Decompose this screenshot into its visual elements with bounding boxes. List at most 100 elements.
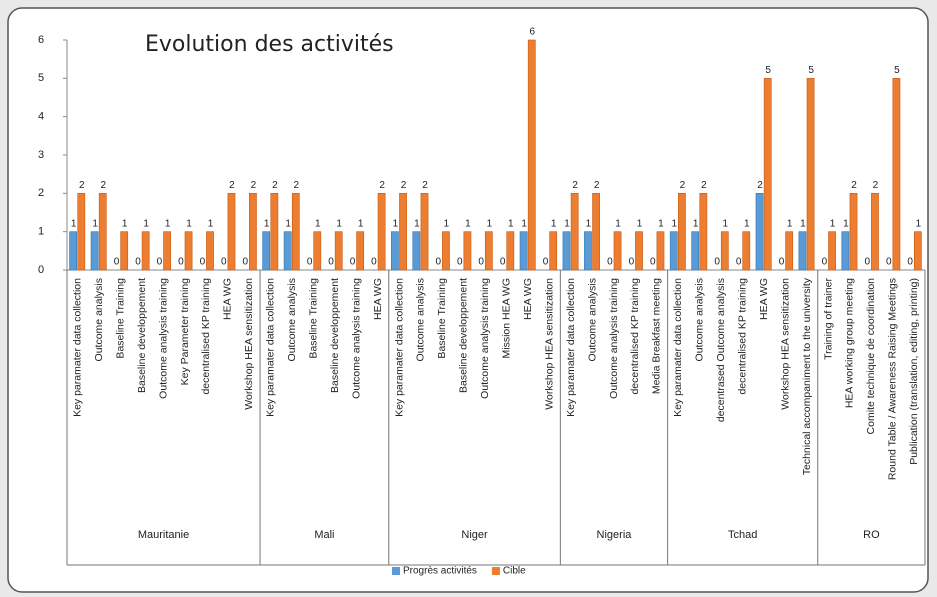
data-label: 0 — [457, 257, 463, 268]
group-label: Tchad — [728, 529, 757, 541]
data-label: 1 — [521, 218, 527, 229]
bar — [184, 231, 193, 271]
bar — [798, 231, 807, 271]
data-label: 0 — [865, 257, 871, 268]
bar — [913, 231, 922, 271]
data-label: 1 — [285, 218, 291, 229]
bar — [635, 231, 643, 271]
x-tick-label: Publication (translation, editing, print… — [908, 278, 920, 465]
data-label: 2 — [379, 180, 385, 191]
bar — [656, 231, 665, 271]
data-label: 0 — [371, 257, 377, 268]
group-label: Mali — [314, 529, 334, 541]
bar — [570, 193, 579, 271]
data-label: 0 — [114, 257, 120, 268]
bar — [519, 231, 528, 271]
x-tick-label: decentrased Outcome analysis — [715, 278, 727, 422]
bar — [691, 231, 700, 271]
data-label: 1 — [465, 218, 471, 229]
bar — [562, 231, 571, 271]
bar — [163, 231, 171, 271]
bar — [828, 231, 836, 271]
x-tick-label: Baseline Training — [114, 278, 126, 359]
data-label: 1 — [508, 218, 514, 229]
bar — [442, 231, 450, 271]
data-label: 1 — [186, 218, 192, 229]
data-label: 2 — [251, 180, 257, 191]
bar — [334, 231, 343, 271]
x-tick-label: Round Table / Awareness Raising Meetings — [887, 278, 899, 480]
y-tick-label: 5 — [38, 72, 44, 84]
data-label: 1 — [564, 218, 570, 229]
data-label: 1 — [637, 218, 643, 229]
bar — [484, 231, 493, 271]
data-label: 1 — [414, 218, 420, 229]
x-tick-label: Outcome analysis — [415, 278, 427, 361]
data-label: 0 — [221, 257, 227, 268]
data-label: 1 — [315, 218, 321, 229]
data-label: 1 — [843, 218, 849, 229]
bar — [669, 231, 678, 271]
x-tick-label: Key Parameter training — [179, 278, 191, 386]
y-tick-label: 1 — [38, 226, 44, 238]
group-label: Mauritanie — [138, 529, 189, 541]
x-tick-label: Baseline Training — [307, 278, 319, 359]
x-tick-label: Key paramater data collection — [565, 278, 577, 417]
data-label: 1 — [787, 218, 793, 229]
data-label: 1 — [723, 218, 729, 229]
bar — [69, 231, 78, 271]
data-label: 2 — [79, 180, 85, 191]
bar — [412, 231, 421, 271]
x-tick-label: Key paramater data collection — [672, 278, 684, 417]
bar — [90, 231, 99, 271]
data-label: 0 — [328, 257, 334, 268]
data-label: 2 — [294, 180, 300, 191]
data-label: 1 — [208, 218, 214, 229]
bar — [678, 193, 686, 271]
bar — [463, 231, 472, 271]
data-label: 0 — [157, 257, 163, 268]
data-label: 1 — [658, 218, 664, 229]
data-label: 0 — [242, 257, 248, 268]
data-label: 0 — [822, 257, 828, 268]
bar — [141, 231, 150, 271]
data-label: 2 — [100, 180, 106, 191]
y-tick-label: 3 — [38, 149, 44, 161]
y-tick-label: 6 — [38, 34, 44, 46]
y-tick-label: 0 — [38, 264, 44, 276]
data-label: 1 — [444, 218, 450, 229]
bar — [291, 193, 300, 271]
data-label: 1 — [551, 218, 557, 229]
bar — [262, 231, 271, 271]
data-label: 2 — [401, 180, 407, 191]
data-label: 0 — [629, 257, 635, 268]
data-label: 0 — [500, 257, 506, 268]
x-tick-label: Key paramater data collection — [72, 278, 84, 417]
bar — [420, 193, 429, 271]
x-tick-label: Training of trainer — [822, 278, 834, 360]
data-label: 2 — [680, 180, 686, 191]
bar — [849, 193, 858, 271]
data-label: 1 — [165, 218, 171, 229]
data-label: 0 — [200, 257, 206, 268]
bar — [785, 231, 794, 271]
data-label: 2 — [229, 180, 235, 191]
data-label: 2 — [851, 180, 857, 191]
x-tick-label: Key paramater data collection — [393, 278, 405, 417]
x-tick-label: Comite technique de coordination — [865, 278, 877, 435]
bar — [720, 231, 729, 271]
x-tick-label: Media Breakfast meeting — [651, 278, 663, 394]
data-label: 0 — [650, 257, 656, 268]
x-tick-label: Workshop HEA sensitization — [243, 278, 255, 410]
x-tick-label: Outcome analysis — [286, 278, 298, 361]
data-label: 0 — [886, 257, 892, 268]
data-label: 2 — [572, 180, 578, 191]
x-tick-label: HEA WG — [522, 278, 534, 320]
x-tick-label: decentralised KP training — [736, 278, 748, 395]
bar — [313, 231, 322, 271]
bar — [356, 231, 365, 271]
data-label: 0 — [607, 257, 613, 268]
data-label: 2 — [757, 180, 763, 191]
data-label: 1 — [671, 218, 677, 229]
data-label: 1 — [916, 218, 922, 229]
